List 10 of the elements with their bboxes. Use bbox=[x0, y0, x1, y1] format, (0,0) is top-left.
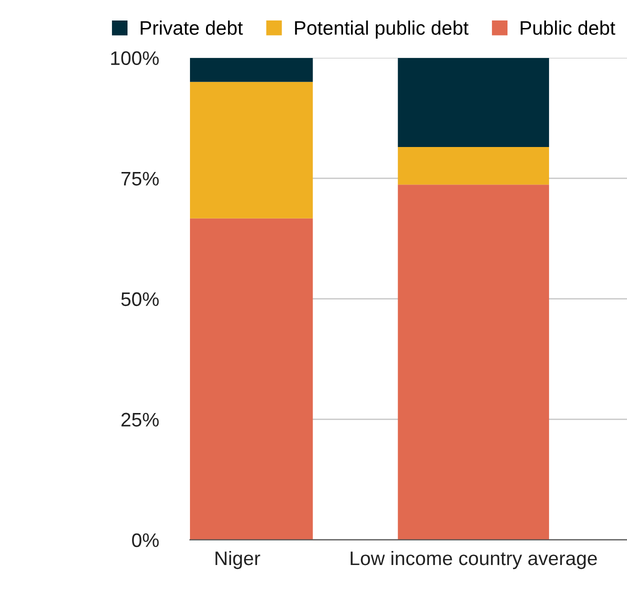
x-tick-label: Niger bbox=[216, 550, 260, 570]
y-tick-label: 0% bbox=[132, 533, 159, 548]
legend-label: Private debt bbox=[140, 20, 243, 35]
y-tick-label: 25% bbox=[121, 412, 159, 427]
legend-label: Public debt bbox=[520, 20, 616, 35]
y-tick-label: 100% bbox=[111, 51, 159, 66]
y-tick-label: 75% bbox=[122, 172, 159, 186]
legend-label: Potential public debt bbox=[295, 20, 468, 39]
x-tick-label: Low income country average bbox=[350, 550, 597, 570]
y-tick-label: 50% bbox=[121, 292, 159, 306]
